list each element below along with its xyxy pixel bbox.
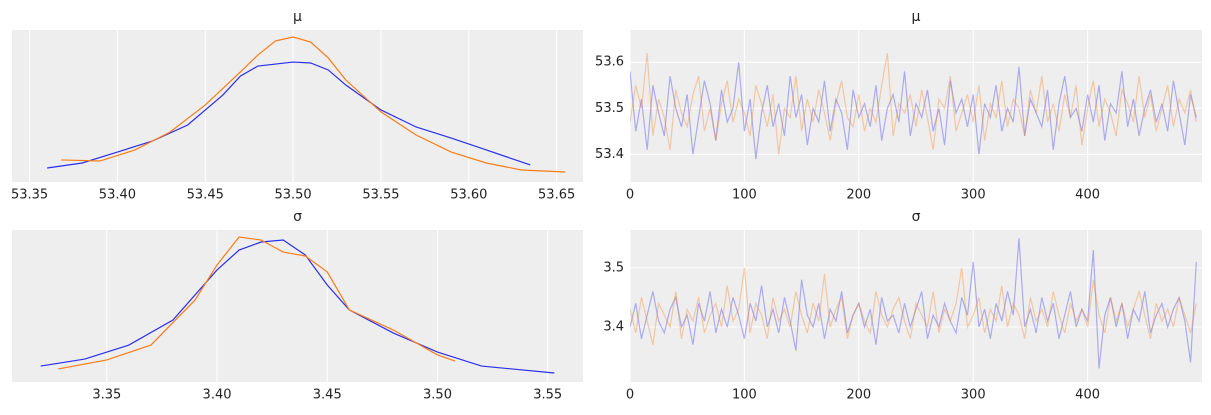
x-tick-label: 3.55 bbox=[533, 388, 562, 403]
y-tick-label: 53.4 bbox=[595, 147, 624, 162]
panel: μ 0 100 200 300 400 53.4 53.5 53.6 bbox=[595, 9, 1202, 203]
axes-background bbox=[12, 30, 583, 182]
y-tick-label: 3.4 bbox=[603, 319, 624, 334]
panel: μ 53.35 53.40 53.45 53.50 53.55 53.60 53.65 bbox=[11, 9, 583, 203]
panel: σ 3.35 3.40 3.45 3.50 3.55 bbox=[12, 209, 583, 403]
x-tick-label: 53.65 bbox=[538, 188, 575, 203]
x-tick-label: 53.55 bbox=[362, 188, 399, 203]
x-tick-label: 53.50 bbox=[274, 188, 311, 203]
lines bbox=[40, 236, 555, 374]
trace-line bbox=[630, 267, 1197, 345]
panel-title: σ bbox=[912, 209, 921, 225]
x-tick-label: 53.45 bbox=[187, 188, 224, 203]
x-tick-label: 53.40 bbox=[99, 188, 136, 203]
x-tick-label: 3.50 bbox=[423, 388, 452, 403]
x-tick-label: 400 bbox=[1075, 388, 1100, 403]
x-tick-label: 400 bbox=[1075, 188, 1100, 203]
x-tick-label: 53.35 bbox=[11, 188, 48, 203]
y-tick-label: 53.6 bbox=[595, 55, 624, 70]
axes-background bbox=[630, 30, 1202, 182]
x-tick-label: 200 bbox=[846, 188, 871, 203]
kde-line bbox=[58, 236, 456, 370]
x-tick-label: 3.40 bbox=[203, 388, 232, 403]
x-tick-label: 200 bbox=[846, 388, 871, 403]
kde-line bbox=[40, 239, 555, 374]
panel-title: μ bbox=[293, 9, 302, 25]
trace-line bbox=[630, 62, 1197, 160]
axes-background bbox=[630, 230, 1202, 382]
y-tick-label: 53.5 bbox=[595, 101, 624, 116]
x-tick-label: 0 bbox=[626, 188, 634, 203]
lines bbox=[630, 238, 1197, 369]
x-tick-label: 53.60 bbox=[450, 188, 487, 203]
x-tick-label: 300 bbox=[961, 388, 986, 403]
kde-line bbox=[61, 36, 566, 173]
x-tick-label: 100 bbox=[732, 188, 757, 203]
trace-line bbox=[630, 52, 1197, 155]
panel-title: σ bbox=[293, 209, 302, 225]
trace-line bbox=[630, 238, 1197, 369]
y-tick-label: 3.5 bbox=[603, 260, 624, 275]
x-tick-label: 300 bbox=[961, 188, 986, 203]
kde-line bbox=[47, 61, 531, 169]
lines bbox=[630, 52, 1197, 160]
panel: σ 0 100 200 300 400 3.4 3.5 bbox=[603, 209, 1202, 403]
x-tick-label: 100 bbox=[732, 388, 757, 403]
x-tick-label: 3.45 bbox=[313, 388, 342, 403]
axes-background bbox=[12, 230, 583, 382]
x-tick-label: 3.35 bbox=[92, 388, 121, 403]
lines bbox=[47, 36, 566, 173]
x-tick-label: 0 bbox=[626, 388, 634, 403]
panel-title: μ bbox=[912, 9, 921, 25]
